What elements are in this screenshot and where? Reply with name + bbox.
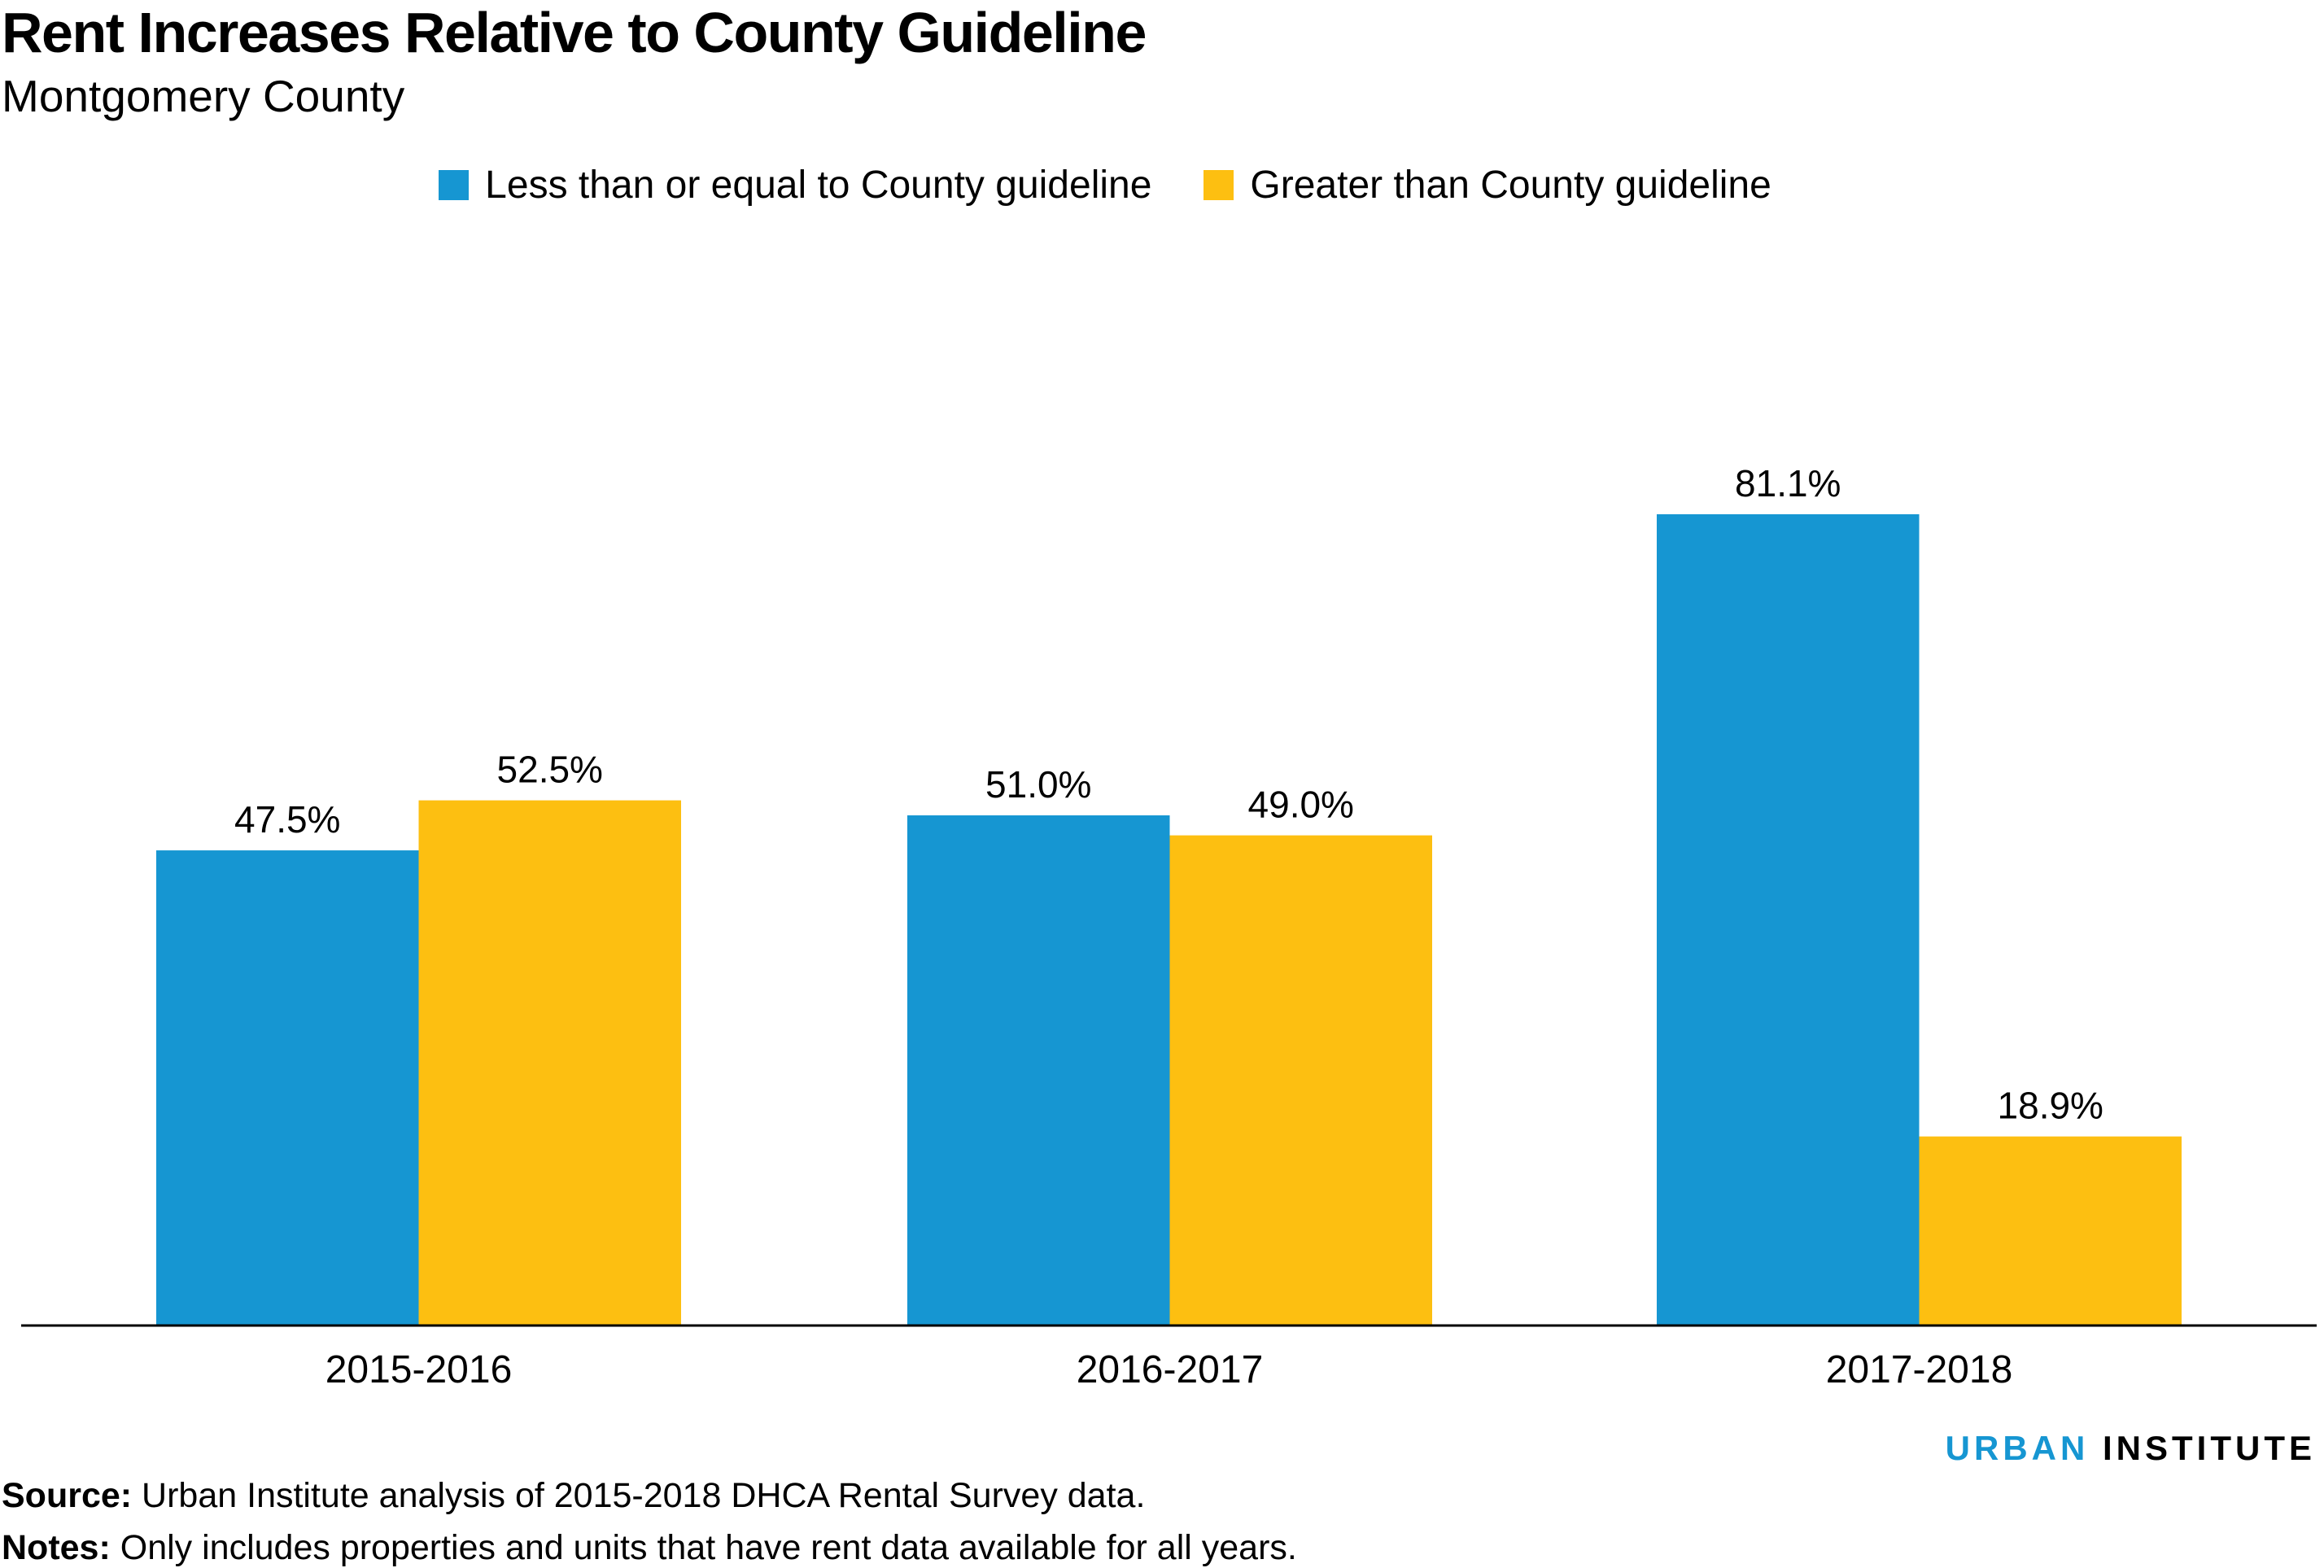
legend-item-less-equal: Less than or equal to County guideline (439, 163, 1151, 207)
logo-urban: URBAN (1945, 1429, 2090, 1467)
x-tick-label: 2016-2017 (1077, 1348, 1264, 1391)
source-note: Source: Urban Institute analysis of 2015… (2, 1476, 1145, 1516)
legend-label: Greater than County guideline (1250, 164, 1771, 207)
bar (907, 815, 1170, 1326)
legend-swatch-blue (439, 170, 470, 200)
bar (1657, 514, 1920, 1326)
chart-title: Rent Increases Relative to County Guidel… (2, 1, 1147, 64)
logo-institute: INSTITUTE (2103, 1429, 2316, 1467)
source-label: Source: (2, 1476, 133, 1515)
legend-swatch-yellow (1204, 170, 1234, 200)
bar (1169, 835, 1432, 1326)
notes-label: Notes: (2, 1528, 111, 1567)
source-text: Urban Institute analysis of 2015-2018 DH… (132, 1476, 1146, 1515)
legend-item-greater: Greater than County guideline (1204, 163, 1771, 207)
notes-text: Only includes properties and units that … (110, 1528, 1297, 1567)
bar-chart: 47.5% 52.5% 2015-2016 51.0% 49.0% 2016-2017 81… (21, 462, 2317, 1391)
legend-label: Less than or equal to County guideline (485, 164, 1152, 207)
bar (418, 800, 681, 1326)
data-label: 81.1% (1735, 462, 1841, 504)
x-tick-label: 2015-2016 (325, 1348, 513, 1391)
legend: Less than or equal to County guideline G… (0, 163, 2324, 207)
x-tick-label: 2017-2018 (1826, 1348, 2013, 1391)
data-label: 51.0% (985, 763, 1091, 806)
data-label: 47.5% (234, 798, 340, 841)
data-label: 52.5% (497, 749, 603, 791)
urban-institute-logo: URBAN INSTITUTE (1946, 1429, 2316, 1468)
chart-subtitle: Montgomery County (2, 71, 405, 121)
data-label: 49.0% (1248, 784, 1354, 826)
bar (156, 850, 419, 1326)
data-label: 18.9% (1998, 1085, 2103, 1127)
bar (1919, 1136, 2182, 1326)
notes-note: Notes: Only includes properties and unit… (2, 1528, 1297, 1568)
